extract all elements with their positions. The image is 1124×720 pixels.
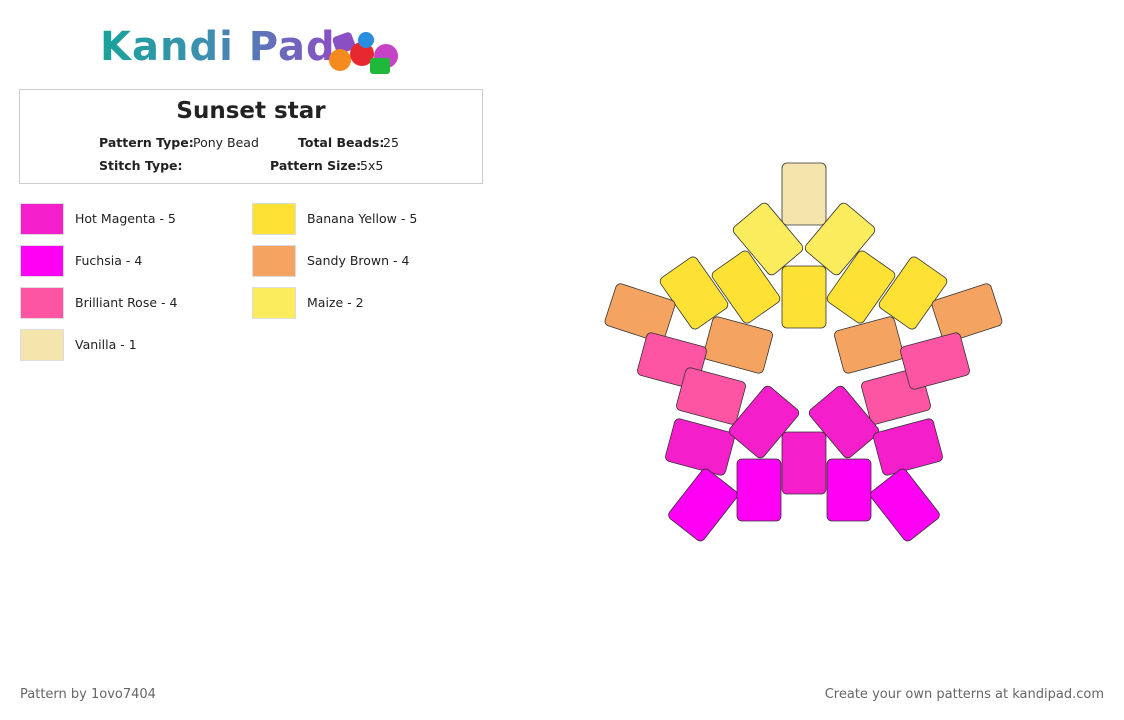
legend-swatch — [20, 287, 64, 319]
legend-item: Banana Yellow - 5 — [252, 203, 472, 235]
bead — [826, 458, 872, 522]
field-label: Stitch Type: — [99, 158, 183, 173]
bead — [665, 418, 735, 476]
bead — [900, 332, 970, 390]
legend-label: Vanilla - 1 — [75, 337, 137, 352]
bead — [732, 202, 804, 276]
bead — [711, 250, 781, 324]
bead — [781, 265, 827, 329]
legend-item: Hot Magenta - 5 — [20, 203, 240, 235]
legend-item: Sandy Brown - 4 — [252, 245, 472, 277]
bead — [604, 283, 676, 343]
legend-item: Fuchsia - 4 — [20, 245, 240, 277]
pattern-title: Sunset star — [176, 98, 326, 124]
legend-label: Fuchsia - 4 — [75, 253, 143, 268]
legend-swatch — [20, 245, 64, 277]
bead — [826, 250, 896, 324]
bead — [931, 283, 1003, 343]
legend-label: Brilliant Rose - 4 — [75, 295, 178, 310]
bead — [808, 385, 880, 459]
legend-label: Maize - 2 — [307, 295, 364, 310]
field-label: Total Beads: — [298, 135, 385, 150]
bead — [703, 316, 773, 374]
legend-label: Banana Yellow - 5 — [307, 211, 418, 226]
legend-swatch — [20, 329, 64, 361]
field-value: Pony Bead — [193, 135, 259, 150]
bead — [870, 468, 940, 542]
legend-label: Sandy Brown - 4 — [307, 253, 410, 268]
bead-pattern — [604, 162, 1003, 542]
legend-item: Maize - 2 — [252, 287, 472, 319]
legend-swatch — [252, 203, 296, 235]
bead — [736, 458, 782, 522]
field-label: Pattern Size: — [270, 158, 362, 173]
legend-swatch — [252, 245, 296, 277]
field-value: 25 — [383, 135, 399, 150]
cta-link[interactable]: Create your own patterns at kandipad.com — [824, 687, 1104, 702]
bead — [873, 418, 943, 476]
bead — [804, 202, 876, 276]
logo-icon — [329, 32, 398, 74]
legend-item: Vanilla - 1 — [20, 329, 240, 361]
bead — [781, 162, 827, 226]
bead — [659, 256, 729, 330]
bead — [676, 367, 746, 425]
pattern-info: Sunset star Pattern Type: Pony Bead Tota… — [19, 89, 483, 184]
legend-swatch — [20, 203, 64, 235]
bead — [781, 431, 827, 495]
legend-swatch — [252, 287, 296, 319]
bead — [878, 256, 948, 330]
bead — [728, 385, 800, 459]
field-label: Pattern Type: — [99, 135, 194, 150]
bead — [834, 316, 904, 374]
author[interactable]: Pattern by 1ovo7404 — [20, 687, 156, 702]
logo[interactable]: Kandi Pad — [100, 24, 336, 70]
legend-label: Hot Magenta - 5 — [75, 211, 176, 226]
bead — [668, 468, 738, 542]
field-value: 5x5 — [360, 158, 384, 173]
legend-item: Brilliant Rose - 4 — [20, 287, 240, 319]
